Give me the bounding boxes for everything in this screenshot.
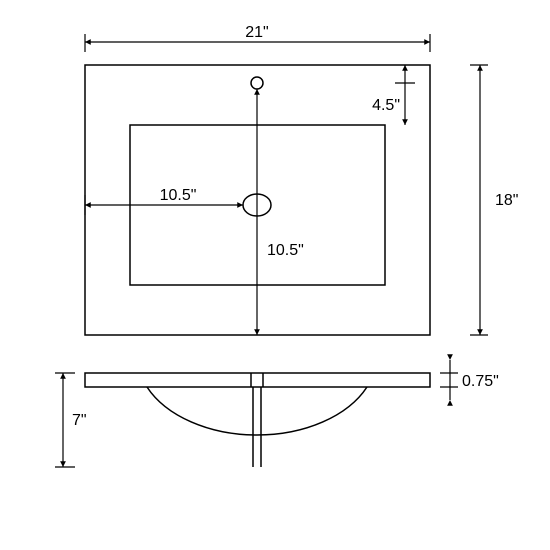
dim-drainx-label: 10.5" [160, 187, 197, 204]
dim-faucet-label: 4.5" [372, 97, 400, 114]
dim-right-label: 18" [495, 192, 518, 209]
dim-top-label: 21" [245, 24, 268, 41]
faucet-hole [251, 77, 263, 89]
side-slab [85, 373, 430, 387]
dim-thick-label: 0.75" [462, 373, 499, 390]
side-bowl [147, 387, 367, 435]
dim-depth-label: 7" [72, 412, 87, 429]
dim-drainy-label: 10.5" [267, 242, 304, 259]
